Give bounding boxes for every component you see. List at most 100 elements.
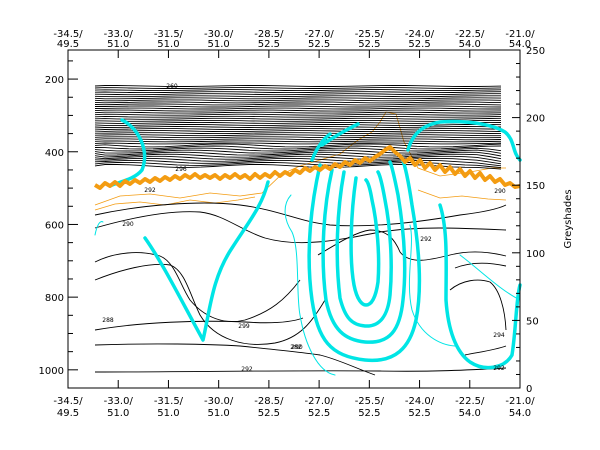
- x-tick-label-top-lon: -22.5/: [455, 29, 485, 40]
- wind-contour-thick: [108, 118, 147, 188]
- thin-orange-contours: [94, 111, 507, 211]
- theta-contour: [95, 132, 502, 135]
- theta-contour: [94, 109, 502, 112]
- x-tick-label-top-lat: 49.5: [57, 39, 79, 50]
- x-tick-label-bottom-lon: -34.5/: [53, 396, 83, 407]
- x-tick-label-bottom-lat: 52.5: [308, 408, 330, 419]
- theta-contour: [94, 153, 502, 160]
- theta-contour: [94, 142, 502, 145]
- theta-contour: [94, 155, 502, 162]
- x-tick-label-top-lat: 51.0: [157, 39, 179, 50]
- contour-label: 292: [493, 365, 505, 372]
- x-tick-label-top-lat: 52.5: [258, 39, 280, 50]
- wind-contour-thin: [94, 221, 104, 236]
- thin-orange-line: [94, 111, 506, 206]
- theta-contour: [94, 367, 507, 373]
- theta-contour: [94, 119, 501, 122]
- theta-contour: [94, 145, 502, 150]
- wind-contour-thick: [438, 203, 522, 370]
- y-right-tick-label: 0: [526, 384, 532, 395]
- y-left-tick-label: 1000: [39, 366, 64, 377]
- x-tick-label-bottom-lon: -30.0/: [204, 396, 234, 407]
- theta-contour: [94, 159, 502, 167]
- x-tick-label-bottom-lat: 54.0: [459, 408, 481, 419]
- theta-contour: [94, 138, 502, 141]
- theta-contour: [94, 211, 507, 244]
- wind-contour-thin: [408, 224, 456, 347]
- x-tick-label-bottom-lon: -28.5/: [254, 396, 284, 407]
- theta-contour: [94, 143, 502, 148]
- y-left-tick-label: 400: [45, 148, 64, 159]
- contour-label: 288: [102, 317, 114, 324]
- theta-contour: [94, 89, 502, 92]
- y-right-tick-label: 200: [526, 114, 545, 125]
- theta-contour: [95, 105, 502, 108]
- theta-contour: [94, 91, 502, 94]
- axes: -34.5/49.5-34.5/49.5-33.0/51.0-33.0/51.0…: [39, 29, 574, 419]
- theta-contour: [94, 93, 501, 96]
- wind-contour-thick: [143, 180, 270, 342]
- theta-contour: [449, 279, 507, 331]
- theta-contour: [454, 262, 507, 269]
- theta-contour: [94, 124, 502, 126]
- plot-frame: [67, 49, 521, 389]
- x-tick-label-bottom-lat: 54.0: [509, 408, 531, 419]
- theta-contour: [94, 149, 502, 154]
- x-tick-label-bottom-lat: 52.5: [258, 408, 280, 419]
- y-right-tick-label: 100: [526, 249, 545, 260]
- contour-label: 292: [144, 187, 156, 194]
- x-tick-label-top-lat: 52.5: [358, 39, 380, 50]
- thin-orange-line: [94, 196, 256, 211]
- x-tick-label-bottom-lon: -33.0/: [104, 396, 134, 407]
- theta-contour: [94, 111, 502, 114]
- theta-contour: [94, 161, 502, 169]
- y-left-tick-label: 200: [45, 75, 64, 86]
- contour-label: 299: [238, 323, 250, 330]
- wind-contour-thin: [284, 194, 336, 376]
- theta-contour: [94, 99, 502, 102]
- x-tick-label-top-lon: -27.0/: [304, 29, 334, 40]
- x-tick-label-top-lon: -28.5/: [254, 29, 284, 40]
- theta-contour: [94, 126, 502, 128]
- contour-label: 292: [420, 236, 432, 243]
- theta-contour: [94, 103, 502, 106]
- theta-contour: [94, 95, 501, 98]
- x-tick-label-bottom-lat: 51.0: [107, 408, 129, 419]
- theta-contour: [464, 345, 507, 356]
- x-tick-label-top-lon: -34.5/: [53, 29, 83, 40]
- x-tick-label-bottom-lat: 49.5: [57, 408, 79, 419]
- contour-label: 294: [493, 332, 505, 339]
- x-tick-label-top-lon: -30.0/: [204, 29, 234, 40]
- wind-contour-thick: [406, 119, 522, 162]
- theta-contour: [94, 113, 502, 116]
- y-right-tick-label: 50: [526, 316, 539, 327]
- x-tick-label-top-lon: -33.0/: [104, 29, 134, 40]
- theta-contour: [94, 97, 502, 100]
- theta-contour: [94, 140, 502, 143]
- x-tick-label-top-lat: 54.0: [509, 39, 531, 50]
- theta-contour: [94, 343, 376, 376]
- contour-label: 290: [122, 221, 134, 228]
- wind-contour-thick: [307, 156, 422, 363]
- thin-orange-line: [417, 189, 507, 201]
- wind-contour-thick: [349, 176, 381, 307]
- theta-contour: [94, 157, 502, 165]
- contour-label: 296: [175, 166, 187, 173]
- x-tick-label-top-lon: -31.5/: [154, 29, 184, 40]
- contour-label: 260: [166, 83, 178, 90]
- contour-label: 290: [291, 344, 303, 351]
- x-tick-label-bottom-lon: -24.0/: [405, 396, 435, 407]
- x-tick-label-top-lat: 51.0: [107, 39, 129, 50]
- x-tick-label-bottom-lon: -27.0/: [304, 396, 334, 407]
- x-tick-label-bottom-lon: -31.5/: [154, 396, 184, 407]
- y-left-tick-label: 600: [45, 220, 64, 231]
- theta-contour: [94, 151, 502, 157]
- theta-contour: [317, 229, 507, 261]
- x-tick-label-top-lon: -24.0/: [405, 29, 435, 40]
- wind-contour-thick: [310, 132, 332, 162]
- x-tick-label-top-lat: 54.0: [459, 39, 481, 50]
- wind-contour-thick: [335, 170, 393, 328]
- x-tick-label-bottom-lon: -22.5/: [455, 396, 485, 407]
- theta-contour: [94, 87, 502, 89]
